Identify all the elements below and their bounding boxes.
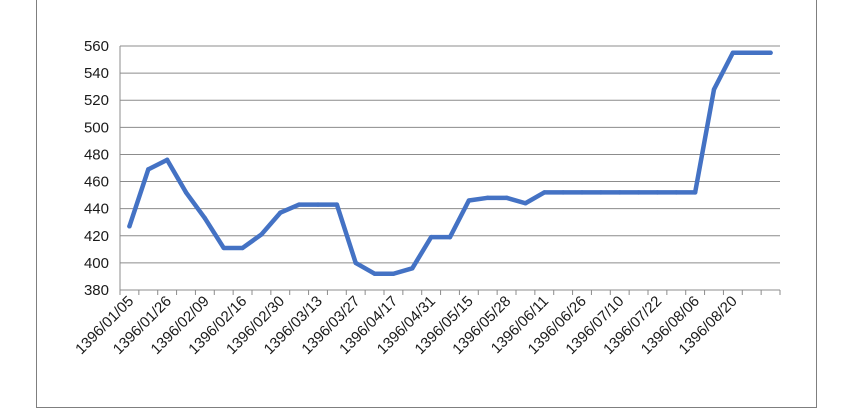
data-point-32 [711,87,717,92]
axes [119,46,781,295]
data-point-16 [410,266,415,271]
data-point-6 [221,245,226,251]
data-point-13 [353,260,358,266]
y-tick-label-560: 560 [84,38,109,55]
data-point-33 [730,50,736,55]
gridlines [120,45,780,264]
data-point-29 [655,190,660,195]
data-point-25 [579,190,585,195]
data-point-26 [598,190,604,195]
data-point-22 [523,201,528,206]
y-tick-label-380: 380 [84,282,109,299]
data-point-18 [447,234,453,240]
data-point-28 [636,190,641,195]
data-point-2 [146,167,151,172]
series-line [127,50,773,276]
x-axis-tick-labels: 1396/01/051396/01/261396/02/091396/02/16… [72,293,741,358]
data-point-20 [485,195,490,201]
chart-frame: 380 400 420 440 460 480 500 520 540 560 1396/01/0… [36,0,817,408]
y-tick-label-480: 480 [84,146,109,163]
data-point-9 [278,210,283,215]
data-point-5 [202,215,208,221]
data-point-4 [183,190,189,195]
y-tick-label-500: 500 [84,119,109,136]
data-point-24 [560,190,566,195]
data-point-17 [428,234,434,240]
data-point-23 [542,190,547,195]
y-tick-label-420: 420 [84,228,109,245]
data-point-34 [749,50,754,55]
data-point-10 [296,202,302,207]
data-point-27 [617,190,622,195]
data-point-30 [674,190,679,195]
data-point-19 [466,198,472,203]
y-tick-label-540: 540 [84,65,109,82]
data-point-35 [768,50,773,55]
y-tick-label-440: 440 [84,201,109,218]
data-point-15 [391,271,396,276]
data-point-7 [240,245,245,251]
data-point-12 [334,202,340,207]
y-axis-tick-labels: 380 400 420 440 460 480 500 520 540 560 [84,38,109,299]
y-tick-label-520: 520 [84,92,109,109]
data-point-14 [372,271,377,276]
data-point-21 [504,195,509,201]
line-chart: 380 400 420 440 460 480 500 520 540 560 1396/01/0… [72,38,781,358]
data-point-11 [315,202,321,207]
data-point-31 [692,190,698,195]
data-point-3 [164,157,170,163]
data-point-8 [259,232,264,237]
data-point-1 [127,224,132,229]
series-group [127,50,773,276]
y-tick-label-460: 460 [84,174,109,191]
y-tick-label-400: 400 [84,255,109,272]
